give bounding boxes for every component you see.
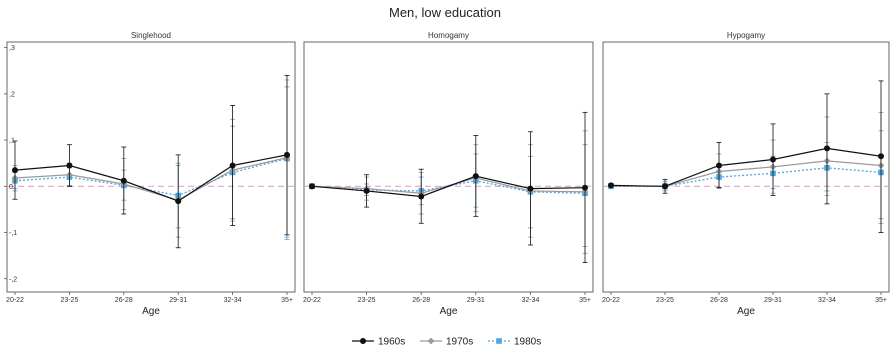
legend-label: 1980s [514, 337, 541, 348]
data-point [309, 183, 315, 190]
data-point [472, 173, 479, 180]
data-point [527, 185, 534, 192]
series-line [610, 147, 882, 187]
series-1960s [608, 80, 884, 233]
x-tick-label: 23-25 [60, 297, 78, 304]
series-line [311, 177, 586, 194]
data-point [363, 187, 370, 194]
x-axis-label: Age [737, 306, 755, 317]
series-line [14, 157, 288, 201]
data-point [770, 156, 776, 163]
series-line [311, 175, 586, 198]
x-tick-label: 26-28 [412, 297, 430, 304]
x-tick-label: 35+ [875, 297, 887, 304]
data-point [582, 184, 588, 191]
series-line [14, 157, 288, 197]
legend-label: 1970s [446, 337, 473, 348]
series-1960s [12, 74, 290, 249]
series-line [610, 160, 882, 187]
panel-title: Homogamy [428, 31, 469, 40]
x-tick-label: 29-31 [169, 297, 187, 304]
x-tick-label: 20-22 [303, 297, 321, 304]
y-tick-label: ,3 [9, 45, 15, 52]
series-line [14, 154, 288, 202]
x-tick-label: 32-34 [521, 297, 539, 304]
data-point [229, 162, 236, 169]
panel-title: Hypogamy [727, 31, 765, 40]
data-point [662, 183, 668, 190]
legend: 1960s 1970s 1980s [352, 337, 541, 348]
x-axis-label: Age [440, 306, 458, 317]
panel-frame [602, 41, 890, 293]
x-tick-label: 23-25 [656, 297, 674, 304]
series-1970s [11, 79, 291, 238]
chart-title: Men, low education [389, 5, 501, 20]
legend-marker [360, 338, 366, 344]
legend-marker [427, 337, 435, 345]
x-tick-label: 35+ [281, 297, 293, 304]
panel-title: Singlehood [131, 31, 171, 40]
data-point [608, 182, 614, 189]
data-point [418, 193, 425, 200]
x-axis-label: Age [142, 306, 160, 317]
legend-item-1970s: 1970s [420, 337, 473, 348]
x-tick-label: 26-28 [710, 297, 728, 304]
series-line [611, 167, 882, 187]
x-tick-label: 20-22 [6, 297, 24, 304]
x-tick-label: 26-28 [115, 297, 133, 304]
y-tick-label: 0 [9, 184, 13, 191]
x-tick-label: 35+ [579, 297, 591, 304]
data-point [66, 162, 73, 169]
x-tick-label: 23-25 [358, 297, 376, 304]
legend-item-1980s: 1980s [488, 337, 541, 348]
legend-marker [496, 338, 502, 344]
series-1960s [309, 111, 588, 263]
data-point [284, 151, 290, 158]
data-point [120, 177, 127, 184]
data-point [716, 162, 722, 169]
y-tick-label: -,2 [9, 276, 17, 283]
x-tick-label: 20-22 [602, 297, 620, 304]
x-tick-label: 29-31 [764, 297, 782, 304]
legend-label: 1960s [378, 337, 405, 348]
panel-homogamy: Homogamy 20-22 23-25 26-28 29-31 32-34 35+ Age [303, 31, 594, 317]
legend-item-1960s: 1960s [352, 337, 405, 348]
y-tick-label: ,2 [9, 91, 15, 98]
series-1980s [608, 130, 884, 220]
panels: Singlehood ,3 ,2 ,1 0 -,1 -,2 20-22 23-25 26-28 29… [4, 31, 890, 317]
y-tick-label: ,1 [9, 138, 15, 145]
series-1980s [12, 86, 290, 240]
data-point [12, 167, 18, 174]
panel-hypogamy: Hypogamy 20-22 23-25 26-28 29-31 32-34 35+ Age [602, 31, 890, 317]
x-tick-label: 29-31 [467, 297, 485, 304]
panel-frame [303, 41, 594, 293]
series-1970s [607, 111, 885, 224]
y-tick-label: -,1 [9, 230, 17, 237]
x-tick-label: 32-34 [224, 297, 242, 304]
panel-singlehood: Singlehood ,3 ,2 ,1 0 -,1 -,2 20-22 23-25 26-28 29… [4, 31, 296, 317]
panel-frame [6, 41, 296, 293]
x-tick-label: 32-34 [818, 297, 836, 304]
data-point [824, 145, 830, 152]
series-1980s [309, 144, 588, 247]
data-point [878, 153, 884, 160]
data-point [175, 198, 182, 205]
